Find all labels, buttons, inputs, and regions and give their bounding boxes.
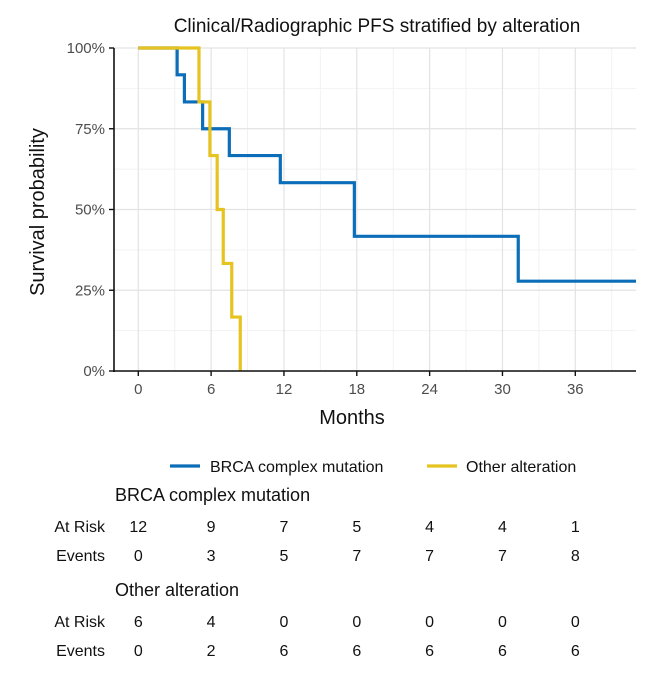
grid (114, 47, 636, 372)
x-tick-label: 12 (276, 381, 293, 398)
risk-cell: 0 (352, 614, 361, 631)
x-tick-label: 6 (207, 381, 215, 398)
risk-cell: 0 (134, 643, 143, 660)
x-axis-label: Months (319, 407, 385, 429)
risk-row-label: At Risk (54, 519, 106, 536)
y-axis-label: Survival probability (27, 128, 49, 296)
risk-group-title: BRCA complex mutation (115, 485, 310, 505)
legend: BRCA complex mutation Other alteration (170, 459, 576, 476)
risk-cell: 7 (425, 548, 434, 565)
risk-cell: 7 (352, 548, 361, 565)
series-line-brca-complex-mutation (138, 46, 636, 283)
risk-cell: 6 (134, 614, 143, 631)
risk-cell: 2 (207, 643, 216, 660)
y-tick-label: 0% (83, 363, 105, 380)
risk-cell: 0 (425, 614, 434, 631)
legend-label: Other alteration (466, 459, 576, 476)
risk-cell: 8 (571, 548, 580, 565)
x-tick-label: 0 (134, 381, 142, 398)
risk-cell: 4 (207, 614, 216, 631)
chart-title: Clinical/Radiographic PFS stratified by … (174, 16, 581, 37)
risk-row-label: At Risk (54, 614, 106, 631)
risk-cell: 12 (129, 519, 147, 536)
y-tick-label: 75% (75, 121, 105, 138)
series-line-other-alteration (138, 46, 242, 371)
y-tick-label: 100% (67, 40, 105, 57)
risk-cell: 3 (207, 548, 216, 565)
y-tick-label: 25% (75, 282, 105, 299)
risk-row-label: Events (56, 643, 105, 660)
series-layer (138, 46, 636, 371)
risk-cell: 6 (425, 643, 434, 660)
risk-row-label: Events (56, 548, 105, 565)
risk-cell: 0 (498, 614, 507, 631)
risk-group-title: Other alteration (115, 580, 239, 600)
risk-cell: 6 (280, 643, 289, 660)
risk-cell: 4 (498, 519, 507, 536)
x-tick-label: 36 (567, 381, 584, 398)
risk-cell: 5 (352, 519, 361, 536)
risk-cell: 6 (352, 643, 361, 660)
risk-cell: 7 (280, 519, 289, 536)
risk-cell: 1 (571, 519, 580, 536)
risk-cell: 9 (207, 519, 216, 536)
y-tick-label: 50% (75, 202, 105, 219)
risk-cell: 5 (280, 548, 289, 565)
x-tick-label: 30 (494, 381, 511, 398)
axes: 0 6 12 18 24 30 36 0% 25% 50% 75% 100% (67, 40, 636, 398)
x-tick-label: 18 (348, 381, 365, 398)
legend-label: BRCA complex mutation (210, 459, 383, 476)
risk-table: BRCA complex mutation At Risk 12 9 7 5 4 4 1 Even… (54, 485, 580, 660)
risk-cell: 4 (425, 519, 434, 536)
risk-cell: 6 (498, 643, 507, 660)
risk-cell: 0 (134, 548, 143, 565)
risk-cell: 7 (498, 548, 507, 565)
risk-cell: 6 (571, 643, 580, 660)
x-tick-label: 24 (421, 381, 438, 398)
risk-cell: 0 (571, 614, 580, 631)
risk-cell: 0 (280, 614, 289, 631)
